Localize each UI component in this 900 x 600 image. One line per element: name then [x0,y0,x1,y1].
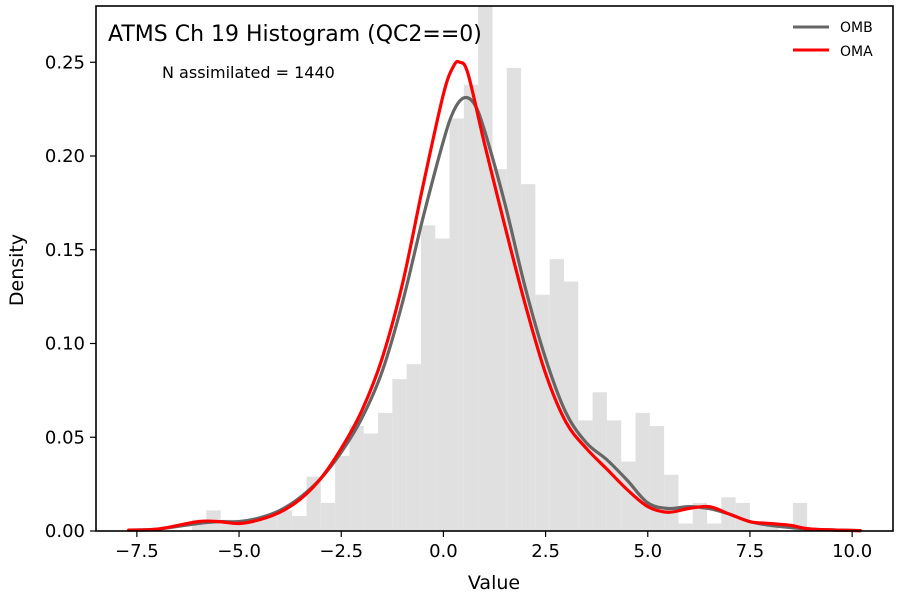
chart-title: ATMS Ch 19 Histogram (QC2==0) [108,22,482,47]
legend: OMB OMA [793,20,873,60]
density-line-oma [127,59,862,533]
y-tick-label: 0.05 [45,427,85,448]
histogram-bar-4 [249,519,264,531]
legend-label-omb: OMB [840,20,873,36]
y-axis: 0.00 0.05 0.10 0.15 0.20 0.25 [45,52,96,542]
x-tick-label: −7.5 [115,541,159,562]
histogram-bar-16 [420,225,436,531]
plot-frame [95,5,894,532]
histogram-bar-3 [234,519,250,531]
histogram-bar-26 [563,281,579,531]
histogram-bar-21 [492,169,507,531]
histogram-bar-2 [220,519,235,531]
histogram-bar-13 [378,412,393,531]
histogram-bar-39 [749,523,765,531]
histogram-bar-15 [406,364,421,531]
histogram-bar-34 [678,523,693,531]
histogram-bar-18 [449,118,464,531]
x-tick-label: 2.5 [531,541,560,562]
x-axis-label: Value [468,572,520,594]
histogram-bar-11 [349,426,364,531]
histogram-bars [192,6,808,531]
histogram-bar-36 [707,523,722,531]
x-tick-label: 7.5 [736,541,765,562]
histogram-bar-9 [320,502,336,531]
histogram-bar-17 [435,238,450,531]
x-axis: −7.5 −5.0 −2.5 0.0 2.5 5.0 7.5 10.0 [115,531,872,562]
histogram-bar-31 [635,412,650,531]
histogram-bar-38 [735,502,750,531]
histogram-bar-40 [764,523,779,531]
x-tick-label: −2.5 [319,541,363,562]
x-tick-label: 10.0 [832,541,872,562]
y-tick-label: 0.15 [45,240,85,261]
histogram-bar-33 [664,474,679,531]
histogram-bar-23 [521,184,536,531]
x-tick-label: 0.0 [429,541,458,562]
x-tick-label: 5.0 [633,541,662,562]
histogram-bar-7 [292,516,307,531]
y-tick-label: 0.10 [45,334,85,355]
y-axis-label: Density [6,234,28,306]
histogram-bar-6 [277,510,293,531]
y-tick-label: 0.25 [45,52,85,73]
histogram-bar-35 [692,502,708,531]
y-tick-label: 0.00 [45,521,85,542]
y-tick-label: 0.20 [45,146,85,167]
histogram-bar-10 [335,456,350,531]
histogram-bar-22 [506,67,522,531]
histogram-bar-14 [392,379,407,531]
histogram-bar-32 [649,426,665,531]
histogram-bar-12 [363,433,379,531]
histogram-bar-0 [192,519,207,531]
histogram-bar-27 [578,420,593,531]
density-lines [127,59,862,533]
x-tick-label: −5.0 [217,541,261,562]
n-assimilated-annotation: N assimilated = 1440 [162,63,335,82]
histogram-bar-41 [792,502,808,531]
histogram-bar-19 [463,84,479,531]
legend-label-oma: OMA [840,44,873,60]
histogram-bar-20 [478,6,493,531]
histogram-bar-5 [263,516,278,531]
